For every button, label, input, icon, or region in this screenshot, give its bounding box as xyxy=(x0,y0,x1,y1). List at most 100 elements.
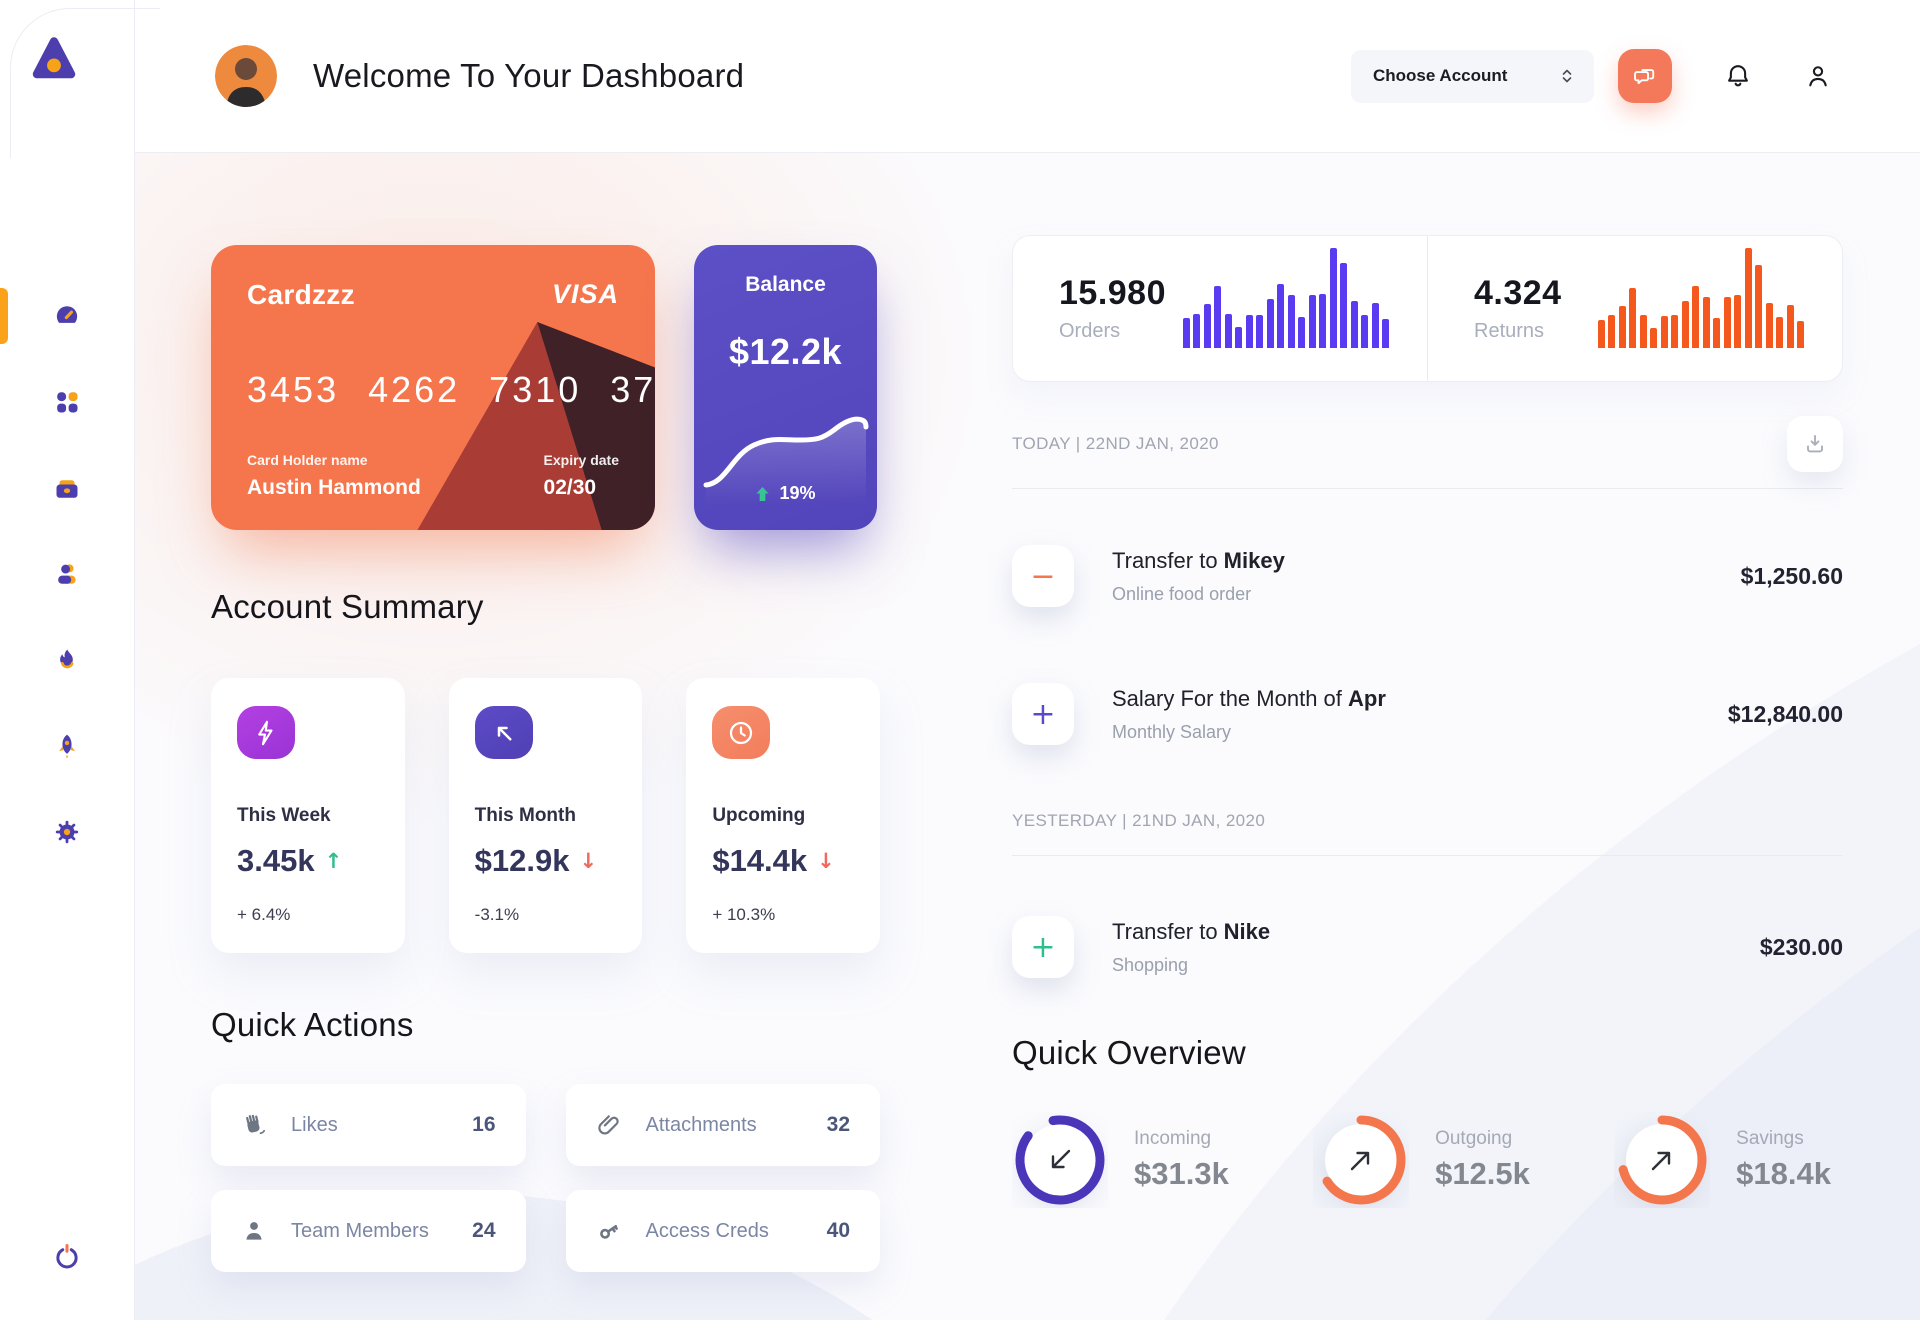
returns-bar-chart xyxy=(1597,248,1804,348)
chat-button[interactable] xyxy=(1618,49,1672,103)
summary-card-this-week: This Week 3.45k ↑ + 6.4% xyxy=(211,678,405,953)
avatar-photo xyxy=(215,45,277,107)
quick-action-label: Likes xyxy=(291,1113,338,1136)
quick-actions-grid: Likes 16 Attachments 32 Team Members 24 xyxy=(211,1084,880,1272)
summary-value: $12.9k xyxy=(474,843,570,878)
app-logo xyxy=(30,34,78,82)
transaction-row-nike[interactable]: + Transfer to Nike Shopping $230.00 xyxy=(1012,916,1843,978)
balance-value: $12.2k xyxy=(728,331,843,372)
download-icon xyxy=(1807,435,1823,453)
orders-label: Orders xyxy=(1059,320,1121,342)
card-expiry-label: Expiry date xyxy=(543,452,619,468)
quick-action-attachments[interactable]: Attachments 32 xyxy=(565,1084,880,1166)
transaction-subtitle: Shopping xyxy=(1112,954,1189,975)
card-expiry: 02/30 xyxy=(543,476,597,499)
quick-action-access-creds[interactable]: Access Creds 40 xyxy=(565,1190,880,1272)
paperclip-icon xyxy=(597,1115,619,1135)
summary-card-this-month: This Month $12.9k ↓ -3.1% xyxy=(448,678,643,953)
sidebar-item-activity[interactable] xyxy=(52,646,82,674)
quick-action-value: 40 xyxy=(826,1219,850,1242)
account-summary-title: Account Summary xyxy=(211,588,484,625)
summary-delta: + 6.4% xyxy=(237,905,291,924)
overview-value: $12.5k xyxy=(1435,1156,1530,1191)
incoming-ring xyxy=(1015,1115,1105,1205)
plus-icon: + xyxy=(1012,683,1074,745)
sidebar-item-dashboard[interactable] xyxy=(52,302,82,330)
returns-label: Returns xyxy=(1474,320,1545,342)
arrow-up-right-icon xyxy=(1350,1151,1370,1171)
overview-value: $18.4k xyxy=(1736,1156,1831,1191)
chevron-updown-icon xyxy=(1562,69,1572,83)
logout-power-button[interactable] xyxy=(0,1242,134,1272)
divider xyxy=(1012,488,1843,489)
sidebar-item-settings[interactable] xyxy=(52,818,82,846)
profile-button[interactable] xyxy=(1804,62,1832,90)
notifications-button[interactable] xyxy=(1724,62,1752,90)
main-content: Cardzzz VISA 3453 4262 7310 3728 Card Ho… xyxy=(135,153,1920,1320)
person-icon xyxy=(246,1222,262,1240)
orders-stat: 15.980 Orders xyxy=(1013,236,1427,381)
date-label-yesterday: YESTERDAY | 21ND JAN, 2020 xyxy=(1012,811,1266,830)
balance-sparkline xyxy=(694,385,877,510)
bell-icon xyxy=(1728,65,1748,87)
divider xyxy=(1012,855,1843,856)
transaction-row-salary[interactable]: + Salary For the Month of Apr Monthly Sa… xyxy=(1012,683,1843,745)
avatar[interactable] xyxy=(215,45,277,107)
quick-action-label: Attachments xyxy=(645,1113,757,1136)
transaction-title-bold: Apr xyxy=(1348,685,1386,711)
key-icon xyxy=(599,1224,618,1239)
card-name: Cardzzz xyxy=(247,279,355,310)
returns-value: 4.324 xyxy=(1474,274,1562,312)
sidebar-item-launch[interactable] xyxy=(52,732,82,760)
card-number: 3453 4262 7310 3728 xyxy=(247,369,655,410)
account-summary-grid: This Week 3.45k ↑ + 6.4% This Month $12.… xyxy=(211,678,880,953)
account-select[interactable]: Choose Account xyxy=(1351,49,1594,103)
transaction-title: Salary For the Month of xyxy=(1112,685,1348,711)
sidebar-item-apps[interactable] xyxy=(52,388,82,416)
download-button[interactable] xyxy=(1787,416,1843,472)
summary-value: 3.45k xyxy=(237,843,315,878)
user-profile-icon xyxy=(1809,66,1827,87)
gear-icon xyxy=(55,820,79,844)
date-label-today: TODAY | 22ND JAN, 2020 xyxy=(1012,434,1219,453)
quick-actions-title: Quick Actions xyxy=(211,1006,414,1043)
card-holder-name: Austin Hammond xyxy=(247,476,421,499)
overview-value: $31.3k xyxy=(1134,1156,1229,1191)
power-icon xyxy=(56,1244,78,1269)
summary-label: This Month xyxy=(474,805,576,826)
quick-action-likes[interactable]: Likes 16 xyxy=(211,1084,526,1166)
credit-card: Cardzzz VISA 3453 4262 7310 3728 Card Ho… xyxy=(211,245,655,530)
transaction-row-mikey[interactable]: − Transfer to Mikey Online food order $1… xyxy=(1012,545,1843,607)
quick-overview-row: Incoming $31.3k Outgoing $12.5k xyxy=(1012,1112,1843,1208)
transaction-title-bold: Mikey xyxy=(1223,547,1285,573)
balance-change: 19% xyxy=(779,483,816,503)
summary-label: Upcoming xyxy=(712,805,806,826)
transaction-title: Transfer to xyxy=(1112,918,1224,944)
overview-label: Incoming xyxy=(1134,1128,1212,1149)
minus-icon: − xyxy=(1012,545,1074,607)
quick-action-label: Access Creds xyxy=(645,1219,769,1242)
overview-label: Savings xyxy=(1736,1128,1804,1149)
quick-action-value: 32 xyxy=(826,1113,850,1136)
sidebar xyxy=(0,0,160,1320)
sidebar-item-work[interactable] xyxy=(52,474,82,502)
summary-delta: + 10.3% xyxy=(712,905,776,924)
sidebar-item-team[interactable] xyxy=(52,560,82,588)
overview-incoming: Incoming $31.3k xyxy=(1012,1112,1229,1208)
orders-returns-card: 15.980 Orders 4.324 Returns xyxy=(1012,235,1843,382)
up-arrow-icon xyxy=(756,486,770,501)
visa-logo: VISA xyxy=(551,279,619,309)
gauge-icon xyxy=(56,306,78,323)
header: Welcome To Your Dashboard Choose Account xyxy=(135,0,1920,153)
quick-action-team-members[interactable]: Team Members 24 xyxy=(211,1190,526,1272)
plus-icon: + xyxy=(1012,916,1074,978)
summary-delta: -3.1% xyxy=(474,905,520,924)
summary-card-upcoming: Upcoming $14.4k ↓ + 10.3% xyxy=(686,678,880,953)
trend-down-icon: ↓ xyxy=(817,849,835,873)
sidebar-nav xyxy=(0,302,134,846)
transaction-amount: $12,840.00 xyxy=(1727,700,1843,727)
arrow-up-right-icon xyxy=(1651,1151,1671,1171)
clap-icon xyxy=(246,1114,266,1135)
balance-card: Balance $12.2k xyxy=(694,245,877,530)
trend-up-icon: ↑ xyxy=(324,849,343,873)
